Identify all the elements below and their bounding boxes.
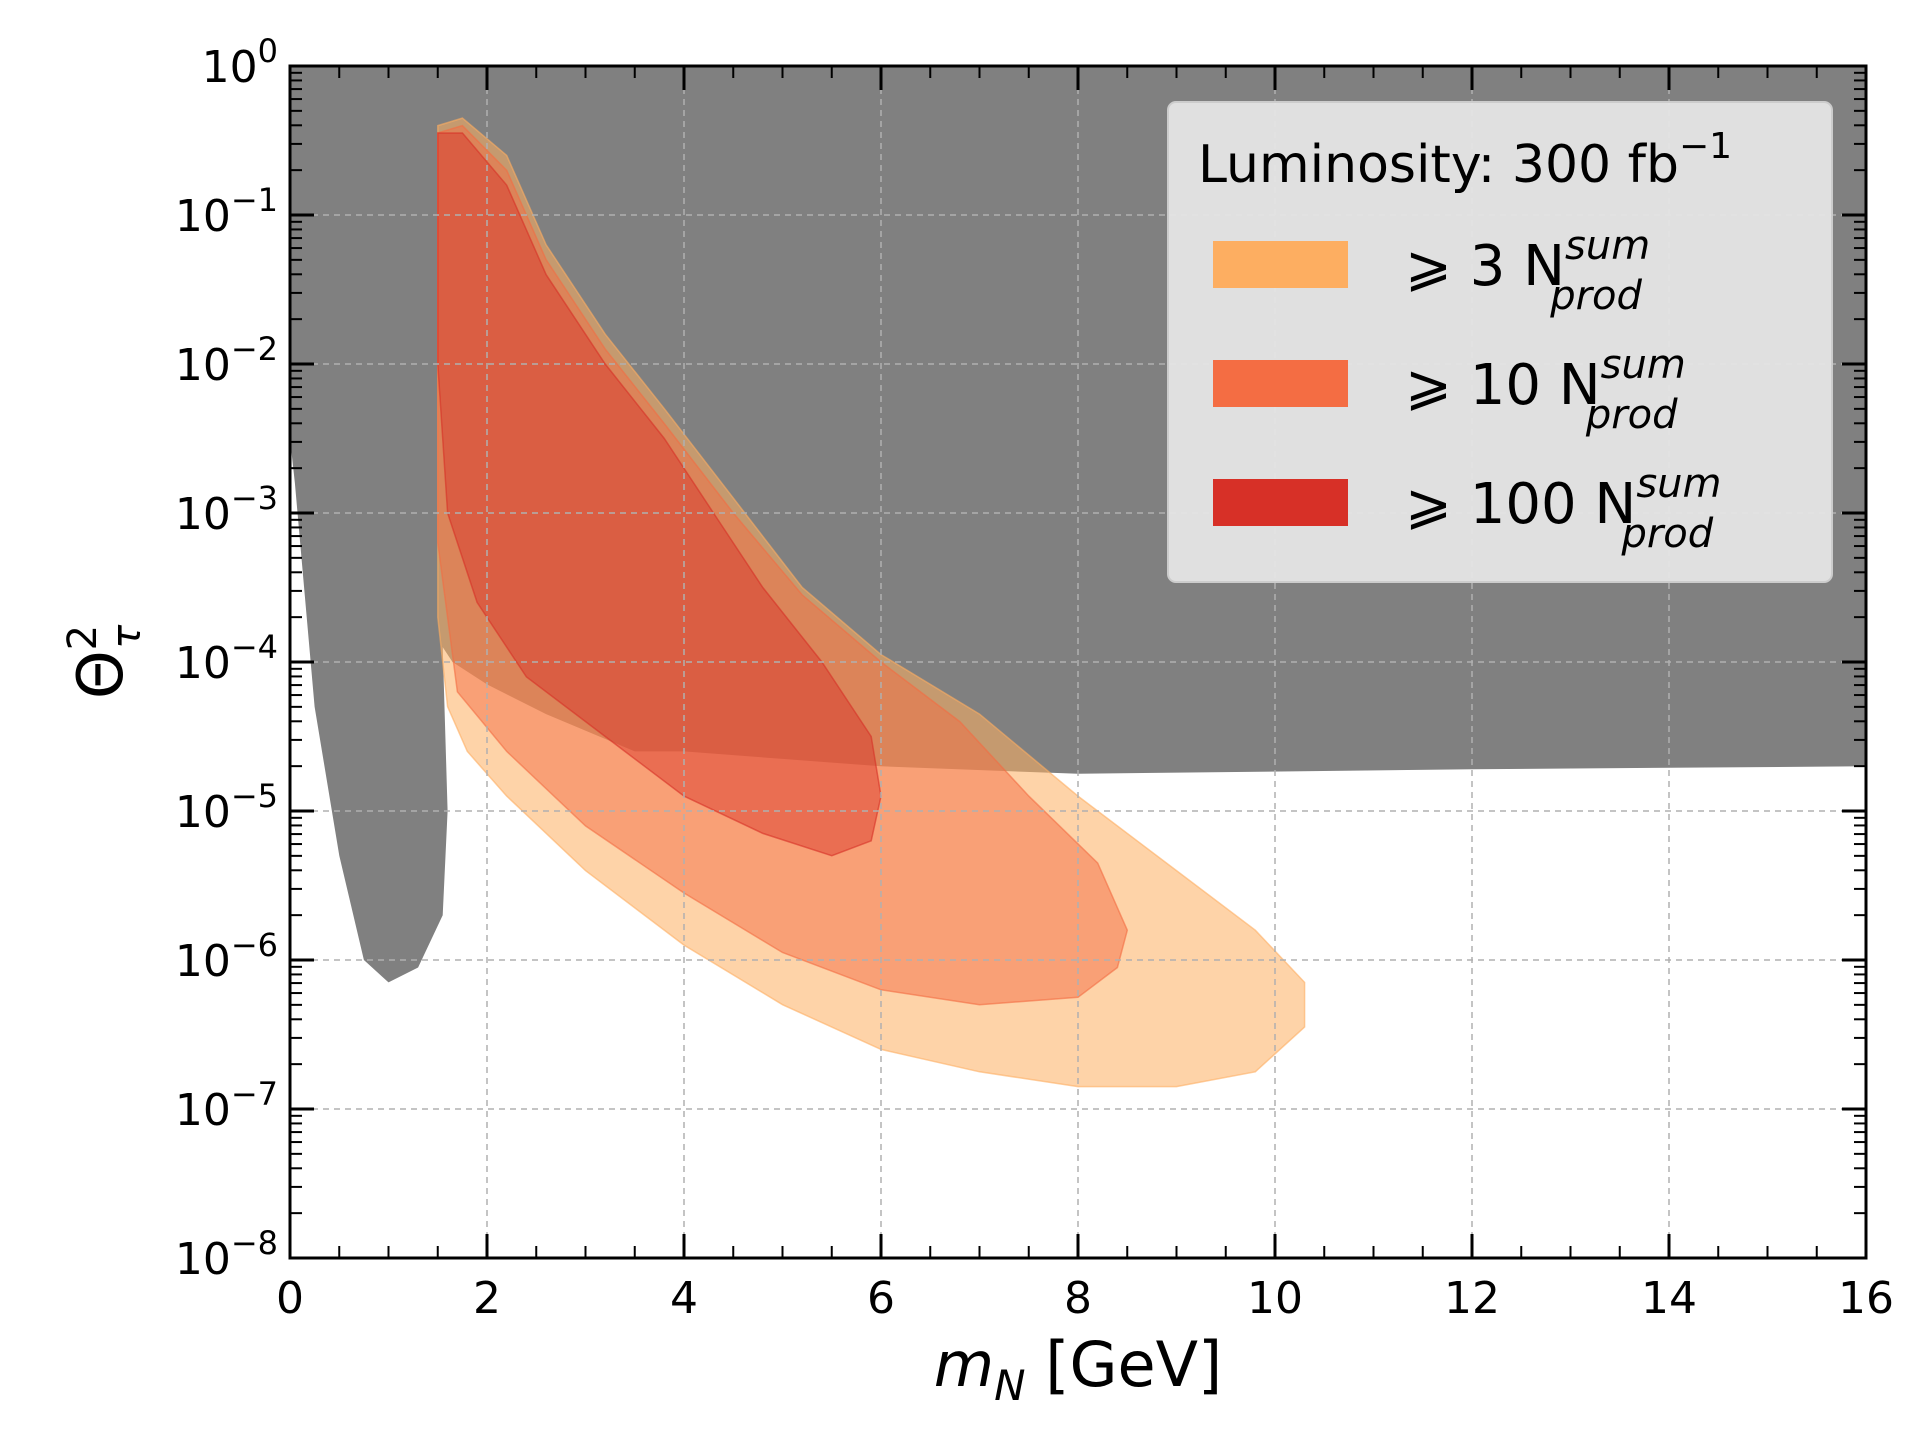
legend-title: Luminosity: 300 fb−1 [1198,126,1732,195]
legend-box [1167,101,1833,583]
y-tick-label: 100 [202,32,278,93]
y-tick-label: 10−1 [175,181,278,242]
y-axis-title: Θ2τ [60,624,150,699]
legend-entry-100-prefix: ⩾ 100 N [1405,472,1636,537]
x-tick-label: 4 [670,1273,698,1324]
legend-swatch-3 [1213,241,1348,288]
legend-entry-10-prefix: ⩾ 10 N [1405,353,1601,418]
x-axis-title-main: m [934,1328,994,1401]
y-tick-label: 10−7 [175,1075,278,1136]
x-tick-label: 0 [276,1273,304,1324]
y-axis-title-main: Θ [64,650,137,699]
y-axis-title-sub: τ [104,624,150,649]
tick-labels-layer: 0 2 4 6 8 10 12 14 16 100 10−1 10−2 10−3 10−4 10−5 10−6… [175,32,1894,1324]
x-axis-title-unit: [GeV] [1026,1328,1223,1401]
x-tick-label: 14 [1641,1273,1697,1324]
legend-entry-3-prefix: ⩾ 3 N [1405,234,1565,299]
legend-entry-3-sub: prod [1549,273,1642,319]
legend-entry-100-sup: sum [1636,461,1721,507]
legend-entry-10-sup: sum [1601,342,1686,388]
x-tick-label: 6 [867,1273,895,1324]
x-tick-label: 16 [1838,1273,1894,1324]
x-axis-title: mN [GeV] [934,1328,1223,1410]
legend-swatch-100 [1213,479,1348,526]
svg-text:Θ2τ: Θ2τ [60,624,150,699]
region-n10 [437,124,1129,1006]
y-tick-label: 10−4 [175,628,278,689]
legend-entry-10-sub: prod [1585,392,1678,438]
x-tick-label: 8 [1064,1273,1092,1324]
x-tick-label: 12 [1444,1273,1500,1324]
x-tick-label: 10 [1247,1273,1303,1324]
x-axis-title-sub: N [994,1361,1025,1410]
legend-entry-3: ⩾ 3 Nsum prod [1405,223,1650,319]
y-tick-label: 10−8 [175,1224,278,1285]
legend-title-sup: −1 [1679,126,1732,167]
x-tick-label: 2 [473,1273,501,1324]
legend: Luminosity: 300 fb−1 ⩾ 3 Nsum prod ⩾ 10 N… [1167,101,1833,583]
legend-swatch-10 [1213,360,1348,407]
legend-entry-3-sup: sum [1565,223,1650,269]
legend-entry-100: ⩾ 100 Nsum prod [1405,461,1721,557]
legend-entry-100-sub: prod [1620,511,1713,557]
legend-entry-10: ⩾ 10 Nsum prod [1405,342,1686,438]
y-tick-label: 10−3 [175,479,278,540]
y-tick-label: 10−6 [175,926,278,987]
legend-title-text: Luminosity: 300 fb [1198,135,1679,195]
plot-frame [288,64,1868,1260]
y-tick-label: 10−5 [175,777,278,838]
y-tick-label: 10−2 [175,330,278,391]
y-axis-title-sup: 2 [60,625,106,650]
